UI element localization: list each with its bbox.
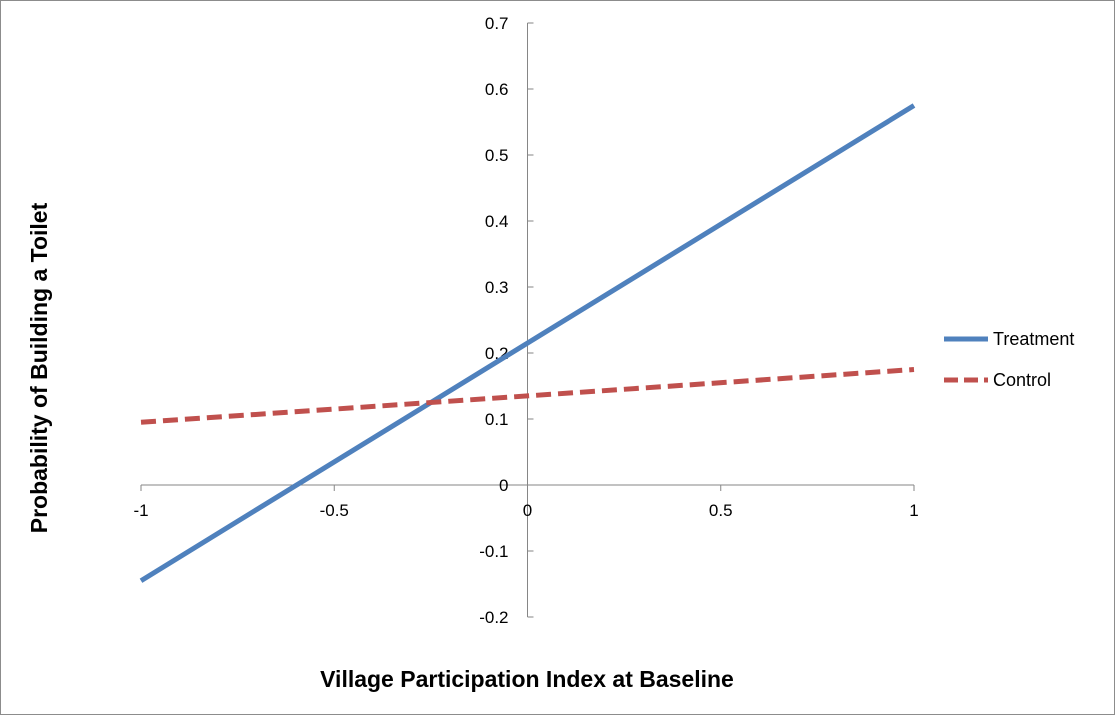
x-tick-label: 0 [523,501,532,520]
legend-label-treatment: Treatment [993,329,1074,349]
axes [140,22,915,618]
y-tick-label: 0.6 [485,80,509,99]
y-tick-label: 0.1 [485,410,509,429]
y-tick-label: 0.5 [485,146,509,165]
legend: Treatment Control [944,329,1074,390]
x-tick-labels: -1 -0.5 0 0.5 1 [133,501,918,520]
x-tick-label: 0.5 [709,501,733,520]
y-tick-label: 0.3 [485,278,509,297]
y-tick-label: 0.4 [485,212,509,231]
y-tick-label: 0.7 [485,14,509,33]
series-line-control [140,367,915,425]
x-tick-label: -0.5 [320,501,349,520]
y-tick-label: -0.2 [479,608,508,627]
y-tick-labels: -0.2-0.100.10.20.30.40.50.60.7 [479,14,508,627]
legend-label-control: Control [993,370,1051,390]
y-axis-title: Probability of Building a Toilet [26,202,52,533]
series-lines [139,103,916,583]
x-axis-title: Village Participation Index at Baseline [320,666,734,692]
x-tick-label: 1 [909,501,918,520]
x-tick-label: -1 [133,501,148,520]
y-tick-label: 0 [499,476,508,495]
series-line-treatment [139,103,916,583]
y-tick-label: -0.1 [479,542,508,561]
